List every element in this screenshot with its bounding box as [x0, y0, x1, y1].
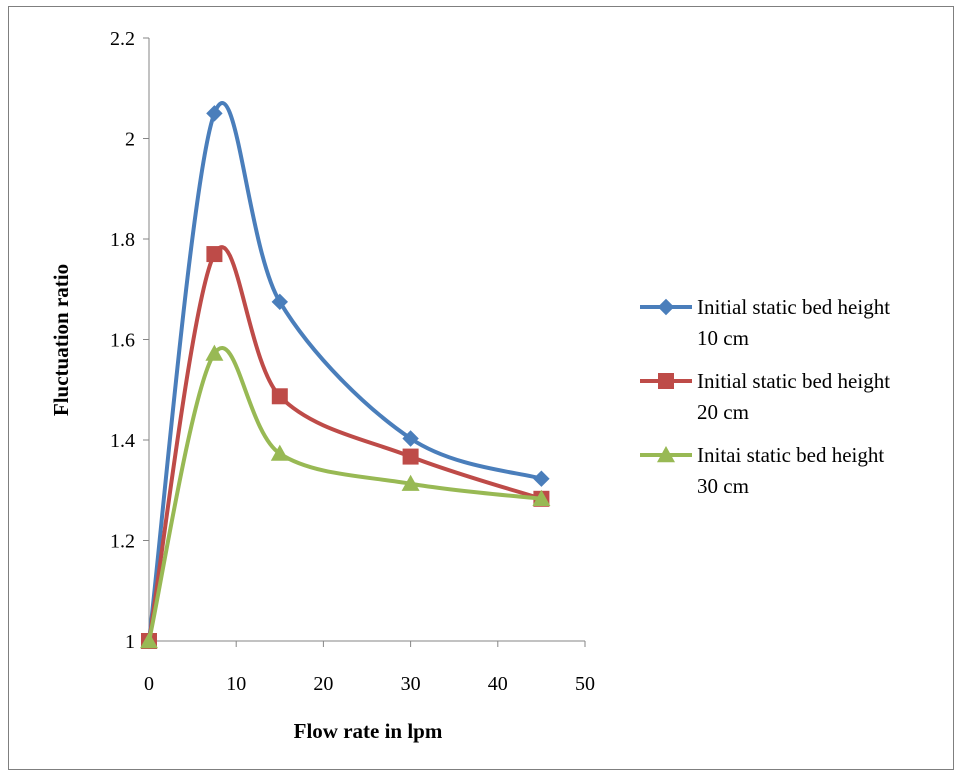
data-point	[532, 489, 551, 506]
y-axis-title: Fluctuation ratio	[49, 264, 73, 416]
series-line	[147, 346, 544, 643]
data-point	[270, 444, 289, 461]
series-layer	[140, 101, 551, 650]
data-point	[402, 448, 419, 465]
x-tick-label: 0	[144, 673, 154, 695]
y-tick-label: 1	[125, 631, 135, 653]
y-tick-label: 2	[125, 129, 135, 151]
x-tick-label: 20	[313, 673, 333, 695]
y-tick-label: 1.4	[110, 430, 135, 452]
series-3	[140, 344, 551, 649]
chart-frame	[8, 6, 954, 770]
legend-label: 20 cm	[697, 400, 749, 424]
legend-marker	[658, 373, 674, 389]
legend-item: Initai static bed height 30 cm	[640, 443, 884, 498]
legend-marker	[657, 446, 675, 463]
series-1	[140, 101, 550, 650]
legend-label: 10 cm	[697, 326, 749, 350]
y-tick-label: 1.6	[110, 330, 135, 352]
data-point	[271, 293, 289, 311]
legend-label: Initial static bed height	[697, 369, 890, 393]
y-tick-label: 2.2	[110, 28, 135, 50]
x-axis-title: Flow rate in lpm	[294, 719, 443, 743]
legend-label: 30 cm	[697, 474, 749, 498]
data-point	[402, 430, 419, 447]
legend-item: Initial static bed height 10 cm	[640, 295, 890, 350]
x-tick-label: 30	[401, 673, 421, 695]
x-tick-label: 10	[226, 673, 246, 695]
data-point	[206, 105, 223, 122]
series-2	[141, 245, 550, 649]
data-point	[271, 388, 288, 405]
data-point	[206, 246, 223, 263]
series-line	[147, 245, 544, 643]
y-tick-label: 1.8	[110, 229, 135, 251]
axes: 1 1.2 1.4 1.6 1.8 2 2.2 0 10 20 30 40 50	[110, 28, 595, 695]
legend-marker	[657, 298, 675, 316]
x-tick-label: 40	[488, 673, 508, 695]
x-tick-label: 50	[575, 673, 595, 695]
y-tick-label: 1.2	[110, 531, 135, 553]
legend-label: Initai static bed height	[697, 443, 884, 467]
data-point	[533, 470, 550, 487]
legend-label: Initial static bed height	[697, 295, 890, 319]
data-point	[401, 474, 420, 491]
data-point	[205, 344, 224, 361]
legend-item: Initial static bed height 20 cm	[640, 369, 890, 424]
data-point	[140, 632, 158, 649]
